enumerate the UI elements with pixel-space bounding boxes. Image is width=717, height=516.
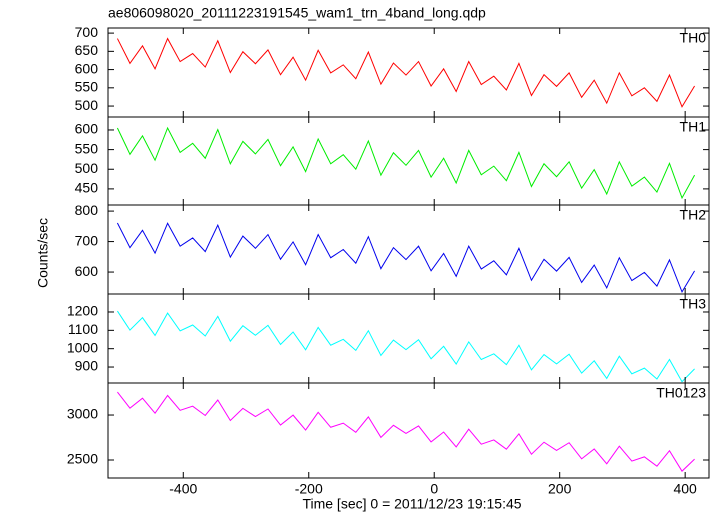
y-tick-label: 1200: [67, 303, 98, 319]
y-tick-label: 700: [75, 232, 99, 248]
data-line: [116, 310, 695, 383]
y-tick-label: 600: [75, 121, 99, 137]
y-tick-label: 500: [75, 160, 99, 176]
y-tick-label: 1000: [67, 339, 98, 355]
x-tick-label: -200: [295, 481, 323, 497]
panel-label: TH0: [680, 30, 707, 46]
y-tick-label: 3000: [67, 406, 98, 422]
y-tick-label: 550: [75, 79, 99, 95]
y-tick-label: 550: [75, 140, 99, 156]
data-line: [116, 222, 695, 294]
panel-label: TH2: [680, 207, 707, 223]
x-tick-label: 400: [673, 481, 697, 497]
y-tick-label: 450: [75, 180, 99, 196]
y-axis-label: Counts/sec: [35, 218, 51, 288]
y-tick-label: 1100: [68, 321, 98, 337]
panel-frame: [107, 204, 710, 295]
y-tick-label: 650: [75, 42, 99, 58]
panel-frame: [107, 116, 710, 206]
data-line: [116, 37, 695, 108]
chart-title: ae806098020_20111223191545_wam1_trn_4ban…: [108, 5, 486, 21]
panel-frame: [107, 382, 710, 479]
y-tick-label: 800: [75, 202, 99, 218]
panel-label: TH1: [680, 119, 707, 135]
panel-label: TH3: [680, 296, 707, 312]
x-tick-label: 0: [430, 481, 438, 497]
y-tick-label: 700: [75, 24, 99, 40]
y-tick-label: 900: [75, 358, 99, 374]
y-tick-label: 2500: [67, 451, 98, 467]
x-axis-label: Time [sec] 0 = 2011/12/23 19:15:45: [302, 496, 521, 512]
x-tick-label: -400: [169, 481, 197, 497]
x-tick-label: 200: [548, 481, 572, 497]
panel-frame: [107, 293, 710, 384]
y-tick-label: 600: [75, 263, 99, 279]
data-line: [116, 126, 696, 200]
y-tick-label: 600: [75, 60, 99, 76]
y-tick-label: 500: [75, 97, 99, 113]
data-line: [117, 391, 695, 472]
panel-label: TH0123: [656, 385, 706, 401]
